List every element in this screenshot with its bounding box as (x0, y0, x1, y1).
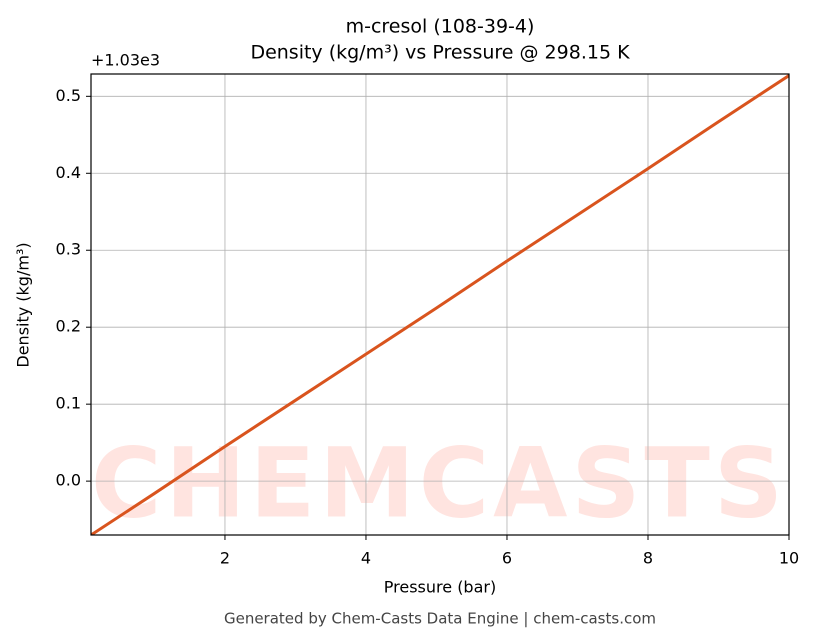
x-tick-label: 2 (220, 549, 230, 568)
x-tick-label: 6 (502, 549, 512, 568)
watermark: CHEMCASTS (91, 427, 789, 539)
y-axis-label: Density (kg/m³) (14, 242, 33, 367)
y-tick-label: 0.5 (56, 86, 81, 105)
y-offset-label: +1.03e3 (91, 51, 160, 70)
y-tick-label: 0.2 (56, 317, 81, 336)
x-axis-label: Pressure (bar) (384, 578, 496, 597)
chart-title: m-cresol (108-39-4) (346, 16, 535, 38)
y-tick-label: 0.0 (56, 471, 81, 490)
chart-subtitle: Density (kg/m³) vs Pressure @ 298.15 K (250, 42, 630, 64)
y-tick-label: 0.3 (56, 240, 81, 259)
y-tick-label: 0.1 (56, 394, 81, 413)
x-tick-label: 10 (779, 549, 799, 568)
y-tick-label: 0.4 (56, 163, 81, 182)
x-tick-label: 4 (361, 549, 371, 568)
data-line (91, 74, 789, 535)
plot-frame (90, 73, 790, 536)
footer: Generated by Chem-Casts Data Engine | ch… (224, 610, 656, 628)
x-tick-label: 8 (643, 549, 653, 568)
